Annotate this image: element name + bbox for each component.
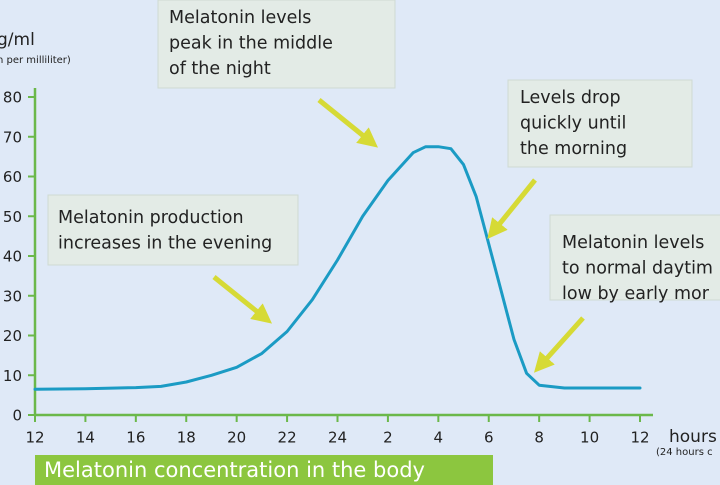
y-tick-label: 30	[3, 287, 22, 305]
annotation-text: low by early mor	[562, 284, 710, 304]
x-tick-label: 14	[76, 429, 95, 447]
annotation-text: peak in the middle	[169, 34, 333, 54]
title-banner	[35, 455, 493, 485]
annotation-text: to normal daytim	[562, 259, 713, 279]
annotation-text: Melatonin production	[58, 208, 244, 228]
x-tick-label: 20	[227, 429, 246, 447]
annotation-box	[47, 194, 299, 266]
x-axis-sublabel: (24 hours c	[656, 447, 713, 458]
annotation-box	[507, 79, 693, 168]
annotation-box	[549, 214, 720, 301]
x-tick-label: 2	[383, 429, 393, 447]
annotation-text: Melatonin levels	[562, 233, 704, 253]
arrows	[212, 98, 585, 373]
x-tick-label: 10	[580, 429, 599, 447]
y-tick-label: 50	[3, 208, 22, 226]
arrow	[487, 178, 537, 240]
y-axis-sublabel: n per milliliter)	[0, 55, 71, 66]
annotation-text: of the night	[169, 59, 271, 79]
data-line	[33, 145, 642, 391]
x-tick-label: 16	[126, 429, 145, 447]
x-tick-label: 8	[534, 429, 544, 447]
annotation-text: the morning	[520, 139, 627, 159]
annotation-text: increases in the evening	[58, 234, 272, 254]
arrow	[317, 98, 379, 148]
y-tick-label: 80	[3, 89, 22, 107]
arrow	[212, 275, 273, 324]
x-axis-label: hours	[669, 427, 717, 447]
annotation: Melatonin levels peak in the middle of the…	[157, 0, 396, 89]
y-tick-label: 20	[3, 327, 22, 345]
arrow	[533, 316, 585, 373]
x-tick-label: 18	[177, 429, 196, 447]
x-tick-label: 22	[278, 429, 297, 447]
annotation-box	[157, 0, 396, 89]
annotation: Melatonin production increases in the eve…	[47, 194, 299, 266]
y-tick-label: 40	[3, 248, 22, 266]
annotation-text: quickly until	[520, 114, 626, 134]
y-tick-label: 60	[3, 168, 22, 186]
y-tick-label: 10	[3, 367, 22, 385]
annotation: Melatonin levels to normal daytim low by e…	[549, 214, 720, 304]
x-tick-label: 12	[25, 429, 44, 447]
annotation-text: Melatonin levels	[169, 8, 311, 28]
x-tick-label: 24	[328, 429, 347, 447]
y-tick-label: 70	[3, 128, 22, 146]
annotation-text: Levels drop	[520, 88, 621, 108]
x-tick-label: 12	[630, 429, 649, 447]
annotation: Levels drop quickly until the morning	[507, 79, 693, 168]
y-axis-label: g/ml	[0, 30, 35, 50]
x-tick-label: 6	[484, 429, 494, 447]
y-tick-label: 0	[12, 407, 22, 425]
x-tick-label: 4	[434, 429, 444, 447]
chart-title: Melatonin concentration in the body	[44, 458, 425, 482]
